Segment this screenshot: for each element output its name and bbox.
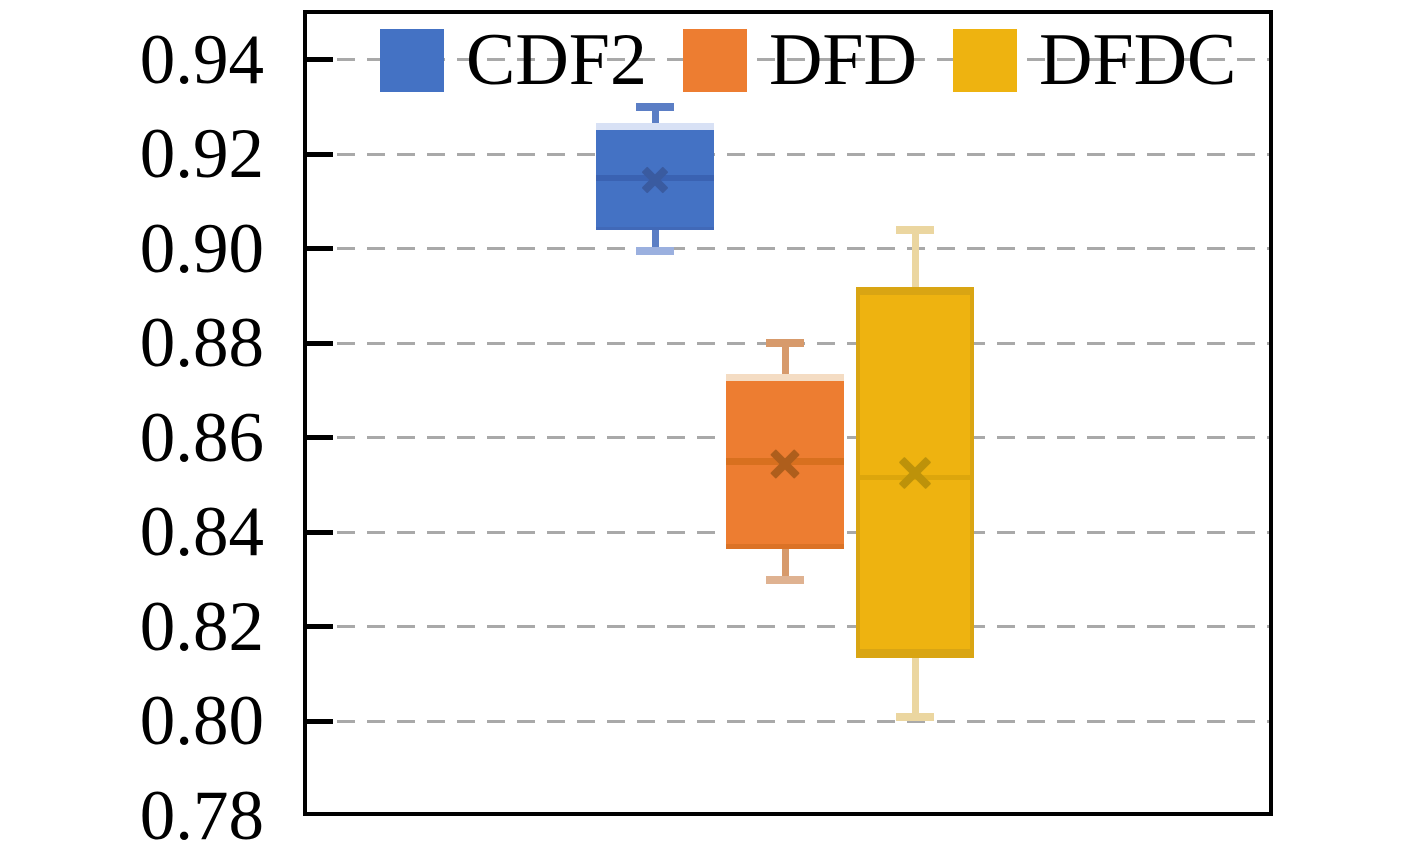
y-tick-mark [307,340,333,346]
y-tick-label: 0.80 [139,682,264,761]
box-top-edge [596,123,714,131]
legend-swatch-dfdc [953,28,1017,92]
y-tick-label: 0.94 [139,20,264,99]
gridline [307,247,1269,251]
y-tick-label: 0.86 [139,398,264,477]
y-tick-mark [307,151,333,157]
whisker-cap-upper [636,102,674,111]
whisker-cap-lower [896,712,934,721]
y-tick-label: 0.88 [139,304,264,383]
whisker-line-lower [781,548,789,580]
box-top-edge [726,374,844,381]
y-tick-mark [307,435,333,441]
plot-area: CDF2 DFD DFDC [303,10,1273,816]
y-tick-mark [307,718,333,724]
box-bottom-edge [860,648,970,658]
legend-swatch-cdf2 [380,28,444,92]
y-tick-label: 0.92 [139,115,264,194]
box-top-edge [860,286,970,295]
gridline [307,58,1269,62]
whisker-cap-upper [896,225,934,234]
whisker-cap-lower [766,575,804,584]
mean-x-marker [640,165,670,195]
whisker-line-lower [651,229,659,252]
box-bottom-edge [726,543,844,549]
legend-swatch-dfd [682,28,747,92]
y-tick-label: 0.90 [139,209,264,288]
y-tick-label: 0.84 [139,493,264,572]
legend: CDF2 DFD DFDC [380,19,1237,101]
legend-label-dfdc: DFDC [1039,19,1237,101]
mean-x-marker [896,454,934,492]
y-tick-mark [307,246,333,252]
gridline [307,152,1269,156]
whisker-line-upper [911,229,919,287]
legend-label-cdf2: CDF2 [466,19,647,101]
whisker-line-upper [651,106,659,124]
box-bottom-edge [596,226,714,230]
gridline [307,719,1269,723]
whisker-cap-upper [766,339,804,348]
whisker-line-lower [911,657,919,717]
y-tick-mark [307,57,333,63]
legend-label-dfd: DFD [768,19,917,101]
gridline [307,625,1269,629]
whisker-line-upper [781,343,789,374]
whisker-cap-lower [636,247,674,256]
mean-x-marker [768,447,802,481]
y-tick-mark [307,624,333,630]
y-tick-mark [307,529,333,535]
y-tick-label: 0.82 [139,587,264,666]
y-tick-label: 0.78 [139,777,264,850]
